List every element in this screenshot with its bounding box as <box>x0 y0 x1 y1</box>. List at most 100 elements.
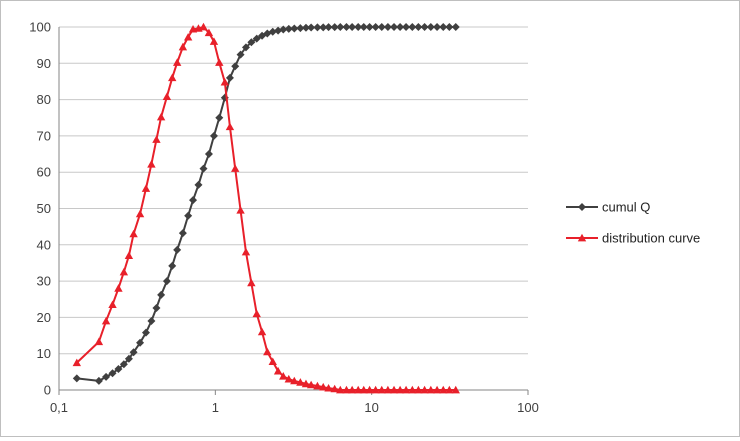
data-point <box>114 284 123 292</box>
data-point <box>168 73 177 82</box>
data-point <box>129 348 138 357</box>
data-point <box>301 23 310 32</box>
data-point <box>194 180 203 189</box>
y-tick-labels: 0 10 20 30 40 50 60 70 80 90 100 <box>29 20 51 398</box>
data-point <box>284 374 293 383</box>
data-point <box>72 358 82 367</box>
x-tick-label: 0,1 <box>50 400 68 415</box>
x-tick-labels: 0,1 1 10 100 <box>50 400 539 415</box>
data-point <box>135 209 145 218</box>
data-point <box>119 267 129 276</box>
legend-label: distribution curve <box>602 231 700 246</box>
data-point <box>268 27 277 36</box>
data-point <box>324 383 333 392</box>
data-point <box>451 385 460 394</box>
x-tick-label: 100 <box>517 400 539 415</box>
data-point <box>279 372 288 380</box>
data-point <box>353 385 363 394</box>
data-point <box>377 385 386 394</box>
data-point <box>252 309 261 318</box>
data-point <box>390 23 399 31</box>
y-tick-label: 100 <box>29 20 51 35</box>
data-point <box>215 58 224 66</box>
data-point <box>94 337 104 346</box>
data-point <box>347 385 357 394</box>
data-point <box>383 385 393 394</box>
y-tick-label: 30 <box>37 274 51 289</box>
data-point <box>577 233 587 242</box>
data-point <box>72 374 81 383</box>
data-point <box>204 150 213 159</box>
data-point <box>189 196 198 205</box>
data-point <box>236 50 245 59</box>
data-point <box>209 131 218 140</box>
data-point <box>301 379 311 388</box>
data-point <box>306 380 316 389</box>
y-tick-label: 90 <box>37 56 51 71</box>
data-point <box>578 203 586 211</box>
data-point <box>231 164 240 172</box>
y-tick-label: 70 <box>37 128 51 143</box>
data-point <box>439 23 448 31</box>
data-point <box>178 229 187 238</box>
data-point <box>184 211 193 220</box>
y-tick-label: 80 <box>37 92 51 107</box>
data-point <box>408 23 417 31</box>
data-point <box>396 23 405 31</box>
data-point <box>426 385 436 394</box>
data-point <box>129 229 138 238</box>
data-point <box>296 378 305 386</box>
data-point <box>313 381 322 390</box>
y-tick-label: 20 <box>37 310 51 325</box>
data-point <box>102 372 111 381</box>
data-point <box>426 23 435 31</box>
series-0 <box>72 23 460 385</box>
data-point <box>147 160 156 168</box>
data-point <box>371 385 380 394</box>
data-point <box>365 23 374 31</box>
data-point <box>119 360 128 369</box>
data-point <box>296 24 305 33</box>
data-point <box>173 245 182 254</box>
data-point <box>389 385 399 394</box>
data-point <box>215 113 224 122</box>
data-point <box>401 385 411 394</box>
data-point <box>383 23 392 31</box>
x-tick-label: 10 <box>364 400 378 415</box>
y-tick-label: 50 <box>37 201 51 216</box>
data-point <box>290 376 299 385</box>
legend: cumul Q distribution curve <box>566 200 700 246</box>
data-point <box>359 23 368 31</box>
data-point <box>336 385 345 394</box>
data-point <box>273 366 283 375</box>
data-point <box>274 26 283 35</box>
data-point <box>247 278 256 287</box>
y-tick-label: 10 <box>37 346 51 361</box>
axes <box>58 27 529 395</box>
data-point <box>408 385 417 394</box>
data-point <box>162 277 171 286</box>
y-tick-label: 0 <box>44 383 51 398</box>
data-point <box>451 23 460 31</box>
data-point <box>156 112 166 121</box>
data-point <box>433 23 442 31</box>
data-point <box>231 62 240 71</box>
data-point <box>225 73 234 82</box>
data-point <box>141 184 151 192</box>
data-point <box>420 385 429 394</box>
data-point <box>402 23 411 31</box>
data-point <box>124 354 133 363</box>
data-point <box>101 316 111 325</box>
data-point <box>247 38 256 47</box>
data-point <box>183 32 193 41</box>
data-point <box>319 23 328 32</box>
data-point <box>124 251 134 260</box>
data-point <box>319 382 328 391</box>
data-point <box>290 24 299 33</box>
series-line <box>76 26 456 382</box>
y-tick-label: 40 <box>37 237 51 252</box>
data-point <box>377 23 386 31</box>
data-point <box>252 34 261 43</box>
